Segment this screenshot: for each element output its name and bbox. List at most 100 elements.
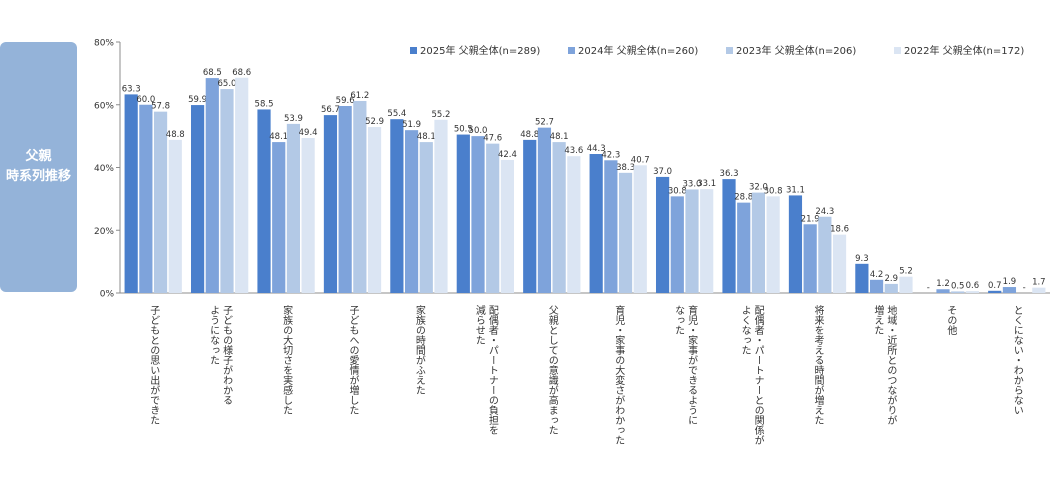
data-label: 58.5: [255, 99, 274, 109]
bar-3-0: [168, 139, 182, 293]
data-label: 0.6: [966, 281, 980, 291]
data-label: 59.9: [188, 95, 207, 105]
bar-1-12: [936, 289, 950, 293]
bar-0-5: [456, 134, 470, 293]
bar-0-4: [390, 119, 404, 294]
data-label: 47.6: [483, 134, 502, 144]
bar-0-2: [257, 109, 271, 293]
x-tick-label: 減らせた: [473, 304, 485, 345]
data-label: 33.0: [683, 179, 702, 189]
data-label: 24.3: [815, 207, 834, 217]
data-label: 68.6: [232, 68, 251, 78]
bar-3-13: [1032, 287, 1046, 293]
bar-0-10: [788, 195, 803, 293]
bar-3-11: [899, 276, 913, 293]
x-tick-label: 地域・近所とのつながりが: [885, 304, 897, 425]
bar-2-0: [153, 111, 168, 293]
bar-1-5: [471, 136, 485, 293]
x-tick-label: 子どもとの思い出ができた: [148, 305, 160, 425]
y-tick-label: 20%: [94, 227, 114, 237]
data-label: 65.0: [218, 79, 237, 89]
x-tick-label: その他: [945, 305, 957, 336]
data-label: 48.1: [550, 132, 569, 142]
bar-3-6: [567, 156, 581, 293]
data-label: 61.2: [350, 91, 369, 101]
bar-2-3: [353, 100, 367, 293]
y-tick-label: 60%: [94, 101, 114, 111]
x-tick-label: 配偶者・パートナーの負担を: [486, 305, 498, 435]
side-label-line2: 時系列推移: [5, 169, 71, 184]
data-label: 68.5: [203, 68, 222, 78]
data-label: 21.9: [801, 214, 820, 224]
y-tick-label: 80%: [94, 39, 114, 49]
y-tick-label: 40%: [94, 164, 114, 174]
bar-1-1: [205, 78, 219, 293]
data-label: 5.2: [899, 267, 913, 277]
bar-1-7: [604, 160, 618, 293]
side-label: 父親 時系列推移: [0, 42, 77, 292]
bar-2-1: [220, 89, 234, 293]
data-label: 59.6: [336, 96, 355, 106]
bar-2-4: [419, 142, 433, 293]
x-tick-label: 増えた: [872, 304, 884, 335]
side-label-line1: 父親: [25, 149, 52, 164]
bar-0-7: [589, 154, 603, 293]
bar-1-3: [338, 106, 352, 293]
bar-3-10: [832, 234, 847, 293]
bar-1-10: [803, 224, 817, 293]
data-label: 55.2: [432, 110, 451, 120]
bar-2-6: [552, 142, 566, 293]
data-label: 55.4: [387, 109, 406, 119]
bar-1-9: [737, 202, 751, 293]
data-label: 48.8: [520, 130, 539, 140]
x-tick-label: 家族の時間がふえた: [413, 304, 425, 395]
legend-label: 2025年 父親全体(n=289): [420, 44, 540, 57]
data-label: 28.8: [734, 193, 753, 203]
legend-label: 2022年 父親全体(n=172): [904, 44, 1024, 57]
data-label: 1.7: [1032, 278, 1046, 288]
bar-1-2: [272, 142, 286, 293]
bar-1-4: [404, 130, 419, 293]
data-label: 42.4: [498, 150, 517, 160]
x-tick-label: 育児・家事ができるように: [686, 304, 698, 425]
data-label: 57.8: [151, 102, 170, 112]
data-label: 1.2: [936, 279, 950, 289]
bar-1-13: [1002, 287, 1017, 293]
legend-label: 2023年 父親全体(n=206): [736, 44, 856, 57]
bar-3-9: [766, 196, 780, 293]
x-tick-label: ようになった: [208, 305, 219, 365]
bar-2-9: [751, 192, 766, 293]
x-tick-label: 家族の大切さを実感した: [281, 304, 293, 415]
bar-0-3: [323, 115, 338, 293]
x-tick-label: 子どもの様子がわかる: [221, 305, 233, 405]
bar-3-2: [301, 138, 315, 293]
bar-2-7: [618, 172, 633, 293]
data-label: 38.3: [616, 163, 635, 173]
data-label: 50.0: [469, 126, 488, 136]
legend-label: 2024年 父親全体(n=260): [578, 44, 698, 57]
legend-swatch: [894, 47, 901, 54]
legend-swatch: [568, 47, 575, 54]
bar-3-4: [434, 119, 448, 293]
data-label: 4.2: [870, 270, 884, 280]
data-label: 9.3: [855, 254, 869, 264]
data-label: 40.7: [631, 155, 650, 165]
data-label: 0.5: [951, 281, 965, 291]
legend-swatch: [726, 47, 733, 54]
bar-1-8: [670, 196, 684, 293]
bar-3-3: [367, 127, 382, 294]
data-label: 30.8: [668, 186, 687, 196]
y-tick-label: 0%: [100, 290, 115, 300]
data-label: 48.1: [417, 132, 436, 142]
data-label: 0.7: [988, 281, 1002, 291]
bar-3-1: [235, 77, 249, 293]
data-label: 60.0: [136, 95, 155, 105]
data-label: 53.9: [284, 114, 303, 124]
x-tick-label: 父親としての意識が高まった: [546, 305, 558, 435]
bar-2-11: [884, 283, 898, 293]
bar-0-13: [988, 290, 1002, 293]
data-label: 52.9: [365, 117, 384, 127]
data-label: 51.9: [402, 120, 421, 130]
bar-0-1: [190, 105, 205, 293]
data-label: 44.3: [587, 144, 606, 154]
